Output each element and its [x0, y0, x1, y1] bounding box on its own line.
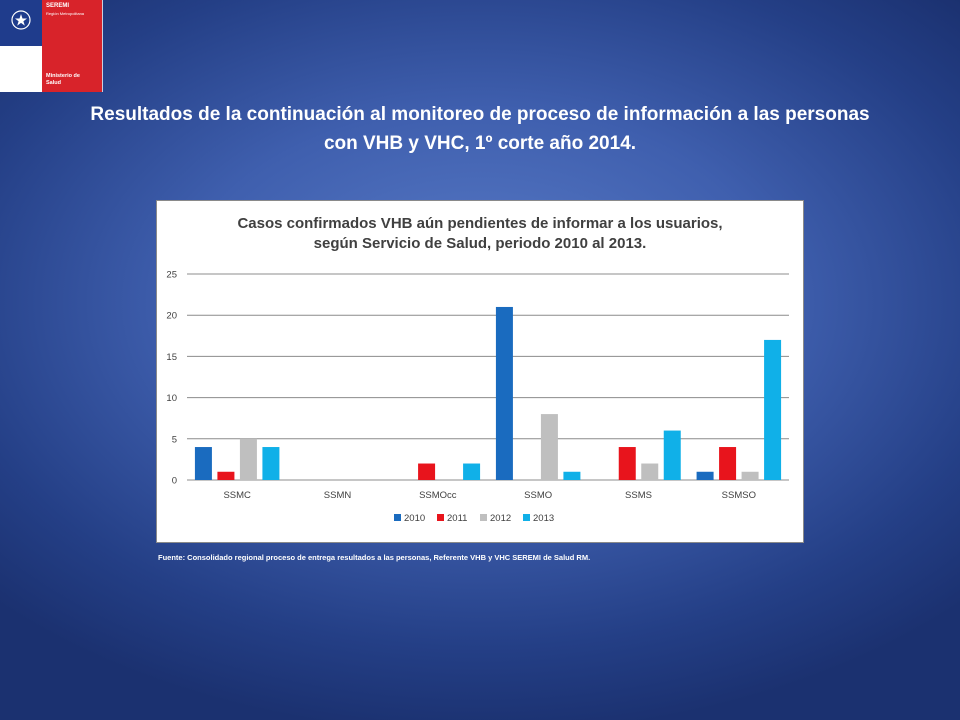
legend-swatch-2012 [480, 514, 487, 521]
bar-SSMSO-2011 [719, 447, 737, 480]
chart-title-line-1: Casos confirmados VHB aún pendientes de … [237, 215, 723, 232]
legend-label-2012: 2012 [490, 513, 511, 524]
bar-SSMC-2011 [217, 471, 235, 480]
bar-SSMO-2012 [540, 414, 558, 480]
bar-chart: 0 5 10 15 20 25 SSMC SSMN SSMOcc SSMO SSMS SSMSO 201… [166, 270, 789, 524]
x-tick-label: SSMS [625, 490, 652, 501]
x-tick-label: SSMOcc [419, 490, 457, 501]
y-tick-label: 10 [166, 393, 177, 404]
y-tick-label: 15 [166, 352, 177, 363]
bar-SSMOcc-2013 [463, 463, 481, 480]
chart-container: Casos confirmados VHB aún pendientes de … [156, 200, 804, 543]
coat-of-arms-icon [11, 10, 31, 30]
legend-label-2010: 2010 [404, 513, 425, 524]
bar-SSMC-2013 [262, 447, 280, 480]
y-tick-label: 25 [166, 270, 177, 281]
x-tick-label: SSMN [324, 490, 352, 501]
x-tick-label: SSMC [223, 490, 251, 501]
bar-SSMSO-2012 [741, 471, 759, 480]
bar-SSMSO-2013 [764, 339, 782, 480]
bar-SSMOcc-2011 [418, 463, 436, 480]
logo-blue-panel [0, 0, 42, 92]
y-tick-label: 5 [172, 434, 177, 445]
bar-SSMC-2010 [194, 447, 212, 480]
source-note: Fuente: Consolidado regional proceso de … [158, 553, 591, 562]
chart-title-line-2: según Servicio de Salud, periodo 2010 al… [313, 235, 647, 252]
bar-SSMO-2013 [563, 471, 581, 480]
logo-brand: SEREMI [46, 3, 70, 9]
bar-SSMS-2012 [641, 463, 659, 480]
logo-region: Región Metropolitana [46, 11, 85, 16]
bar-SSMC-2012 [239, 438, 257, 480]
legend-swatch-2013 [523, 514, 530, 521]
legend-label-2011: 2011 [447, 513, 467, 524]
logo-red-panel: SEREMI Región Metropolitana Ministerio d… [42, 0, 102, 92]
y-tick-label: 20 [166, 311, 177, 322]
seremi-logo: SEREMI Región Metropolitana Ministerio d… [0, 0, 103, 92]
logo-ministry: Ministerio de Salud [46, 73, 80, 86]
legend-label-2013: 2013 [533, 513, 554, 524]
y-tick-label: 0 [172, 476, 177, 487]
x-tick-label: SSMO [524, 490, 552, 501]
bar-SSMS-2011 [618, 447, 636, 480]
bar-SSMS-2013 [663, 430, 681, 480]
bar-SSMO-2010 [495, 306, 513, 480]
bar-SSMSO-2010 [696, 471, 714, 480]
chart-title: Casos confirmados VHB aún pendientes de … [157, 214, 803, 254]
legend-swatch-2011 [437, 514, 444, 521]
x-tick-label: SSMSO [722, 490, 756, 501]
legend-swatch-2010 [394, 514, 401, 521]
slide-title: Resultados de la continuación al monitor… [90, 104, 870, 154]
